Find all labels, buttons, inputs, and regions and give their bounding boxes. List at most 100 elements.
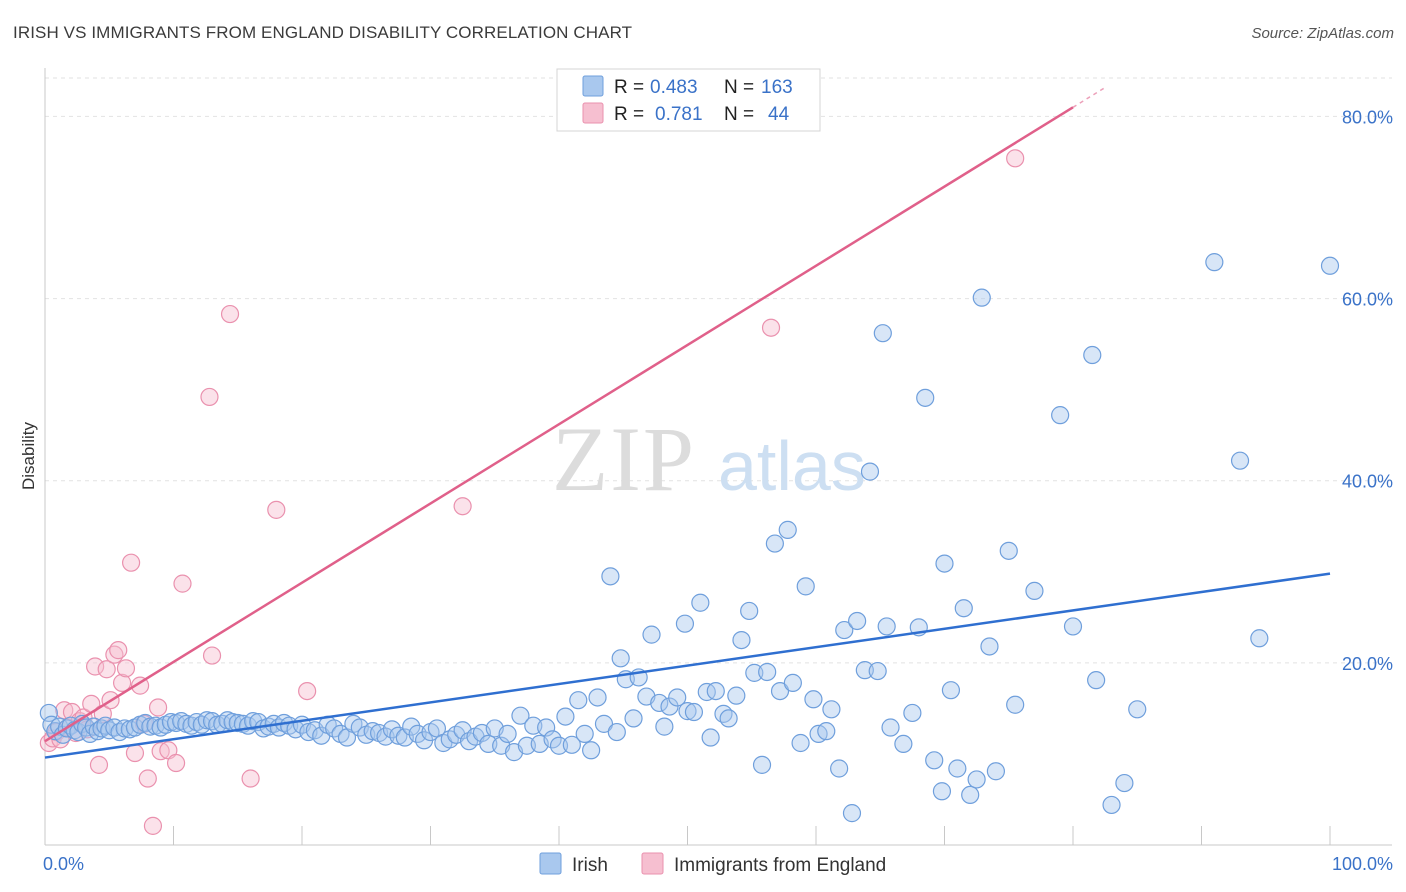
irish-point [732,630,751,650]
irish-point [39,703,58,723]
y-tick-label: 60.0% [1342,290,1393,310]
irish-point [868,661,887,681]
irish-point [706,681,725,701]
england-point [220,304,240,324]
irish-point [791,733,810,753]
irish-point [796,577,815,596]
legend-swatch-england [582,102,604,124]
irish-point [1320,256,1340,275]
irish-point [830,759,849,778]
england-point [89,755,109,774]
irish-point [549,736,569,755]
y-tick-label: 80.0% [1342,107,1393,127]
irish-point [855,661,874,680]
irish-point [894,734,913,754]
england-point [200,387,219,407]
tick-labels: 20.0% 40.0% 60.0% 80.0% 0.0% 100.0% [43,107,1393,874]
england-point [148,698,168,717]
chart-source: Source: ZipAtlas.com [1251,25,1394,42]
legend-n-label: N = [724,77,754,98]
irish-point [678,702,697,721]
irish-point [511,706,530,725]
irish-point [1205,253,1224,272]
england-point [761,318,781,337]
irish-point [752,755,772,774]
grid-lines [45,77,1392,664]
irish-point [822,700,841,719]
england-point [125,743,145,763]
irish-point [197,711,217,730]
irish-point [588,688,607,707]
irish-point [817,722,836,741]
irish-point [642,625,661,644]
irish-point [376,727,395,746]
y-tick-label: 40.0% [1342,472,1393,492]
irish-point [172,712,191,731]
irish-point [804,690,823,709]
england-point [166,753,186,773]
england-point [241,769,260,788]
legend-n-value-england: 44 [768,104,790,125]
england-point [267,500,286,519]
irish-point [1083,345,1102,365]
irish-point [925,751,944,770]
irish-point [967,770,986,789]
irish-point [740,601,759,621]
irish-point [660,697,679,716]
bottom-legend-label-irish: Irish [572,855,608,876]
legend-n-value-irish: 163 [761,77,793,98]
irish-point [389,726,408,745]
irish-point [765,534,784,553]
bottom-legend: Irish Immigrants from England [539,852,886,876]
irish-point [860,462,880,481]
irish-point [594,714,614,733]
irish-point [999,541,1018,560]
legend-r-label: R = [614,77,644,98]
irish-point [1250,629,1269,648]
england-point [109,641,128,660]
irish-point [745,663,764,682]
legend-swatch-irish [582,75,604,97]
irish-point [1063,617,1083,636]
irish-point [835,620,854,640]
legend-r-value-england: 0.781 [655,104,703,125]
irish-point [611,649,630,668]
irish-point [701,728,720,747]
irish-point [1230,451,1250,470]
england-point [453,497,472,516]
irish-point [719,709,738,728]
england-trend-line [44,106,1074,743]
irish-point [1006,695,1025,714]
irish-point [1025,581,1044,601]
irish-point [668,688,687,707]
irish-point [1128,700,1147,719]
england-point [138,769,157,788]
watermark-atlas: atlas [718,427,866,505]
irish-point [986,762,1006,781]
irish-point [980,637,999,656]
irish-point [935,554,954,573]
irish-point [1102,795,1121,815]
legend-r-label: R = [614,104,644,125]
irish-point [125,718,145,737]
watermark-zip: ZIP [552,408,696,510]
irish-point [1051,406,1070,425]
irish-point [778,520,797,539]
bottom-legend-label-england: Immigrants from England [674,855,886,876]
legend-r-value-irish: 0.483 [650,77,698,98]
irish-point [402,717,421,736]
irish-point [727,686,746,705]
irish-point [881,718,900,737]
irish-point [873,324,892,343]
irish-point [932,782,952,801]
irish-point [537,718,556,737]
irish-point [954,599,973,618]
irish-point [562,735,581,754]
irish-point [582,741,601,760]
irish-point [607,722,626,742]
irish-point [691,593,710,612]
irish-point [575,724,594,743]
england-trend-extension [1072,86,1106,108]
irish-point [903,703,922,723]
